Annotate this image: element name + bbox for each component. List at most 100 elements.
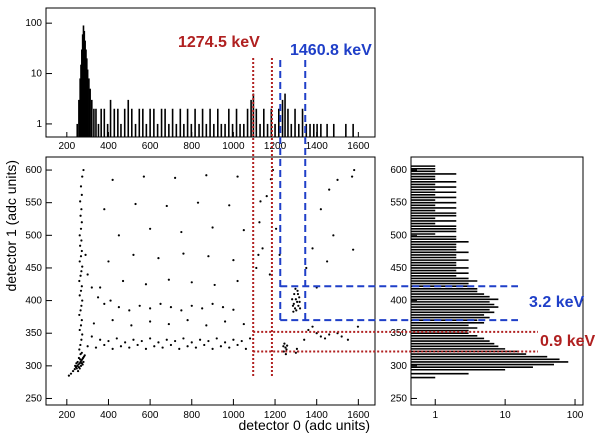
scatter-point (80, 193, 83, 196)
scatter-point (293, 307, 297, 310)
scatter-x-tick-label: 1600 (347, 410, 370, 421)
scatter-point (319, 208, 322, 211)
scatter-point (79, 289, 83, 292)
scatter-y-tick-label: 250 (25, 393, 42, 404)
scatter-point (132, 253, 135, 256)
scatter-point (178, 347, 181, 350)
scatter-point (223, 320, 227, 323)
scatter-point (165, 204, 168, 208)
scatter-point (297, 304, 300, 307)
scatter-point (211, 347, 214, 350)
scatter-point (149, 337, 152, 340)
scatter-point (242, 228, 245, 232)
scatter-point (96, 296, 100, 299)
scatter-point (293, 292, 296, 296)
right-y-tick-label: 600 (390, 165, 407, 176)
scatter-point (307, 328, 310, 332)
scatter-point (332, 234, 335, 237)
top-x-tick-label: 200 (58, 141, 75, 152)
scatter-point (119, 345, 123, 348)
scatter-x-tick-label: 1200 (264, 410, 287, 421)
scatter-point (284, 352, 287, 356)
scatter-point (292, 302, 295, 305)
scatter-point (157, 341, 160, 344)
scatter-point (90, 286, 93, 289)
scatter-point (115, 337, 118, 340)
scatter-point (284, 346, 287, 349)
scatter-point (80, 285, 83, 288)
scatter-y-tick-label: 600 (25, 165, 42, 176)
scatter-point (149, 320, 152, 323)
scatter-point (130, 324, 133, 327)
scatter-point (84, 253, 87, 256)
scatter-point (282, 350, 285, 353)
scatter-point (79, 244, 82, 247)
red-energy-label: 1274.5 keV (178, 34, 260, 51)
scatter-point (295, 347, 299, 350)
x-axis-label: detector 0 (adc units) (238, 417, 370, 433)
scatter-point (223, 341, 227, 344)
scatter-point (213, 283, 216, 287)
scatter-point (78, 313, 81, 317)
scatter-point (174, 339, 177, 343)
scatter-point (80, 351, 83, 354)
scatter-point (80, 304, 83, 307)
right-y-tick-label: 300 (390, 361, 407, 372)
scatter-y-tick-label: 350 (25, 328, 42, 339)
scatter-point (117, 234, 120, 237)
scatter-panel: 200 400 600 800 1000 1200 1400 1600 250 300 350 40… (3, 156, 376, 433)
scatter-point (182, 337, 185, 340)
scatter-point (69, 372, 73, 375)
scatter-point (296, 300, 299, 303)
scatter-point (190, 341, 193, 344)
scatter-point (268, 273, 271, 276)
scatter-point (286, 344, 289, 347)
scatter-point (194, 346, 198, 349)
scatter-point (140, 339, 143, 343)
scatter-point (291, 298, 294, 301)
scatter-point (79, 343, 82, 347)
scatter-point (109, 299, 112, 302)
scatter-point (79, 185, 83, 188)
scatter-point (78, 348, 81, 351)
scatter-point (103, 302, 106, 305)
scatter-frame (45, 156, 376, 406)
scatter-point (352, 248, 355, 251)
scatter-point (346, 338, 350, 341)
right-y-tick-label: 400 (390, 296, 407, 307)
scatter-point (76, 369, 80, 373)
right-y-tick-label: 450 (390, 263, 407, 274)
scatter-points (67, 168, 360, 377)
scatter-point (128, 309, 131, 312)
scatter-point (283, 342, 286, 345)
top-histogram-panel: 200 400 600 800 1000 1200 1400 1600 1 10 100 (25, 7, 376, 152)
scatter-point (265, 195, 268, 198)
scatter-point (240, 339, 243, 343)
scatter-point (111, 178, 114, 181)
scatter-point (73, 368, 76, 371)
scatter-point (203, 343, 206, 347)
scatter-point (255, 266, 258, 270)
scatter-point (94, 346, 98, 349)
scatter-point (82, 168, 85, 172)
scatter-point (78, 328, 81, 332)
scatter-point (228, 346, 231, 349)
top-x-tick-label: 800 (183, 141, 200, 152)
scatter-point (298, 307, 302, 310)
scatter-point (99, 338, 102, 341)
top-x-tick-label: 1000 (222, 141, 245, 152)
right-histogram-x-ticks: 1 10 100 (432, 399, 584, 421)
scatter-point (103, 343, 106, 347)
scatter-point (107, 339, 110, 343)
scatter-point (319, 335, 322, 338)
scatter-point (111, 319, 114, 322)
scatter-point (142, 175, 145, 178)
scatter-point (111, 347, 114, 350)
scatter-point (80, 239, 83, 242)
scatter-point (169, 343, 173, 347)
scatter-point (294, 298, 297, 301)
scatter-point (79, 214, 82, 217)
scatter-x-tick-label: 400 (100, 410, 117, 421)
scatter-point (180, 309, 183, 312)
